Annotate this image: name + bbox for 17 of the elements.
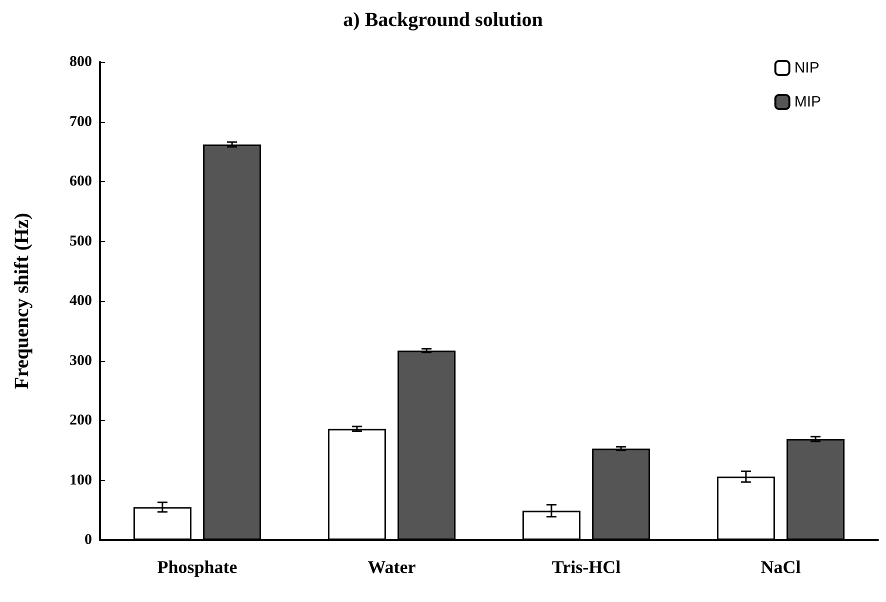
x-tick-label: Water: [368, 557, 416, 577]
y-tick-label: 700: [70, 114, 92, 130]
y-axis-title: Frequency shift (Hz): [11, 212, 33, 390]
y-tick-label: 400: [70, 293, 92, 309]
y-tick-label: 600: [70, 174, 92, 190]
x-tick-label: Tris-HCl: [552, 557, 621, 577]
x-tick-label: NaCl: [760, 557, 801, 577]
y-tick-label: 200: [70, 412, 92, 428]
y-tick-label: 800: [70, 54, 92, 70]
y-tick-label: 500: [70, 233, 92, 250]
chart-title: a) Background solution: [343, 9, 543, 31]
y-tick-label: 100: [70, 472, 92, 488]
legend-label: NIP: [794, 60, 820, 76]
y-tick-label: 0: [84, 532, 92, 548]
x-tick-label: Phosphate: [157, 557, 238, 577]
y-tick-label: 300: [70, 352, 92, 369]
legend-label: MIP: [794, 94, 822, 110]
